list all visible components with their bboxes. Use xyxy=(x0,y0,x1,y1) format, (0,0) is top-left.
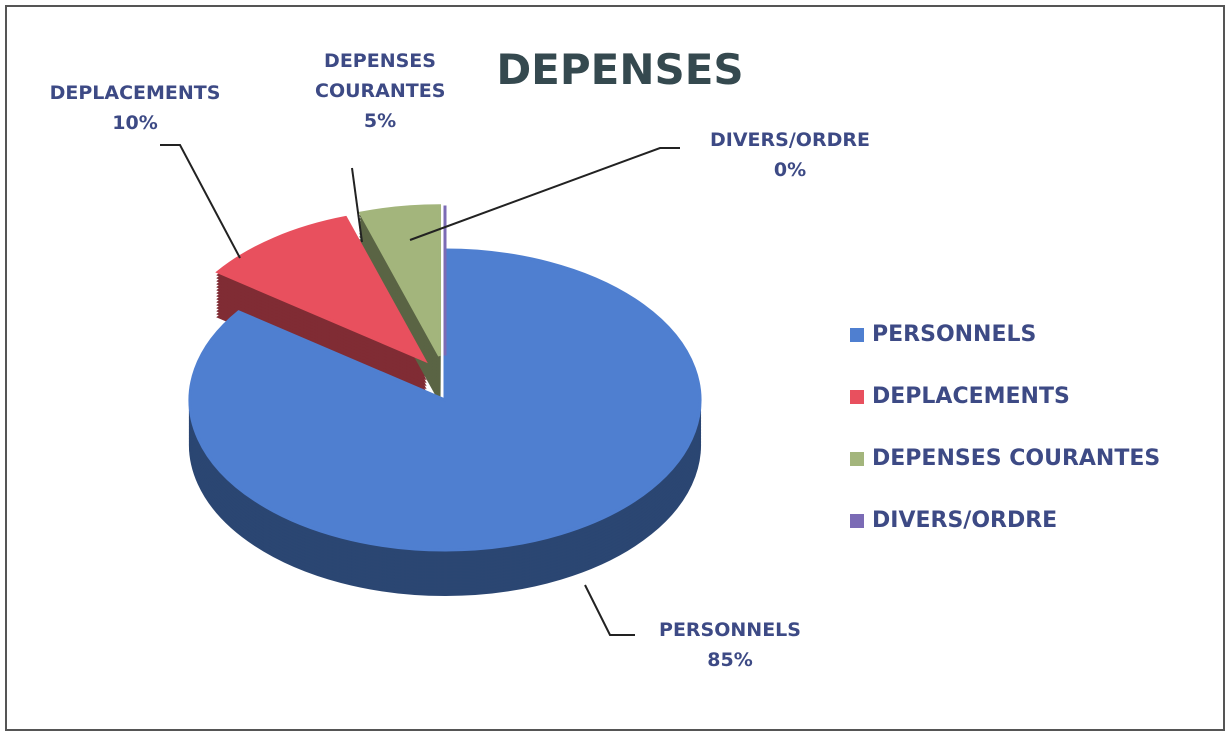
legend-item: DEPENSES COURANTES xyxy=(850,446,1160,471)
legend-item: DIVERS/ORDRE xyxy=(850,508,1057,533)
legend-label: PERSONNELS xyxy=(872,322,1037,347)
leader-lines xyxy=(160,144,680,636)
slice xyxy=(188,248,702,552)
pie xyxy=(188,204,702,596)
leader-line xyxy=(160,144,241,259)
legend-swatch xyxy=(850,389,864,404)
leader-line xyxy=(584,584,635,636)
legend-swatch xyxy=(850,327,864,342)
legend-label: DEPENSES COURANTES xyxy=(872,446,1161,471)
legend-swatch xyxy=(850,513,864,528)
slice-label: DEPENSES COURANTES 5% xyxy=(290,46,470,136)
slice-label: DEPLACEMENTS 10% xyxy=(20,78,250,138)
slice xyxy=(358,204,442,357)
legend-item: DEPLACEMENTS xyxy=(850,384,1070,409)
label-name: DEPENSES COURANTES xyxy=(315,50,446,102)
leader-line xyxy=(409,147,680,241)
chart-title: DEPENSES xyxy=(496,45,744,94)
label-value: 85% xyxy=(707,649,753,671)
slice-label: DIVERS/ORDRE 0% xyxy=(670,125,910,185)
label-name: DEPLACEMENTS xyxy=(49,82,221,104)
label-value: 10% xyxy=(112,112,158,134)
legend-swatch xyxy=(850,451,864,466)
slice-label: PERSONNELS 85% xyxy=(620,615,840,675)
label-name: PERSONNELS xyxy=(659,619,801,641)
legend-label: DEPLACEMENTS xyxy=(872,384,1070,409)
frame xyxy=(5,5,1225,731)
legend-label: DIVERS/ORDRE xyxy=(872,508,1058,533)
slice xyxy=(215,215,428,364)
label-value: 5% xyxy=(363,110,397,132)
label-name: DIVERS/ORDRE xyxy=(710,129,870,151)
label-value: 0% xyxy=(773,159,807,181)
leader-line xyxy=(351,167,363,243)
legend-item: PERSONNELS xyxy=(850,322,1036,347)
